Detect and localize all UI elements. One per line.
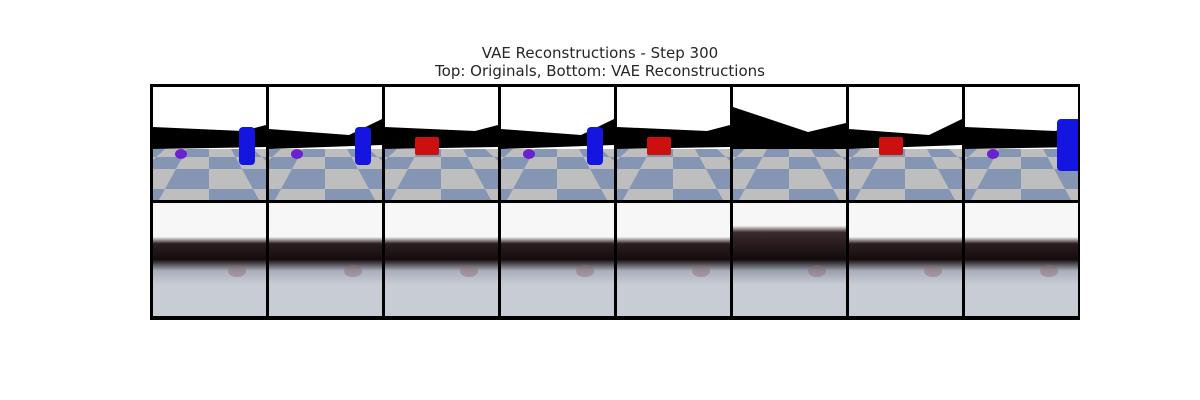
reconstruction-image-1	[153, 203, 266, 316]
original-image-8	[965, 87, 1078, 200]
original-image-7	[849, 87, 962, 200]
reconstruction-image-7	[849, 203, 962, 316]
original-image-3	[385, 87, 498, 200]
reconstruction-image-8	[965, 203, 1078, 316]
original-image-4	[501, 87, 614, 200]
reconstruction-image-5	[617, 203, 730, 316]
original-image-1	[153, 87, 266, 200]
reconstruction-image-4	[501, 203, 614, 316]
image-grid	[150, 84, 1080, 320]
reconstruction-image-2	[269, 203, 382, 316]
original-image-2	[269, 87, 382, 200]
figure-title: VAE Reconstructions - Step 300	[481, 44, 719, 62]
original-image-6	[733, 87, 846, 200]
original-image-5	[617, 87, 730, 200]
reconstruction-image-6	[733, 203, 846, 316]
figure-subtitle: Top: Originals, Bottom: VAE Reconstructi…	[435, 62, 765, 80]
reconstruction-image-3	[385, 203, 498, 316]
